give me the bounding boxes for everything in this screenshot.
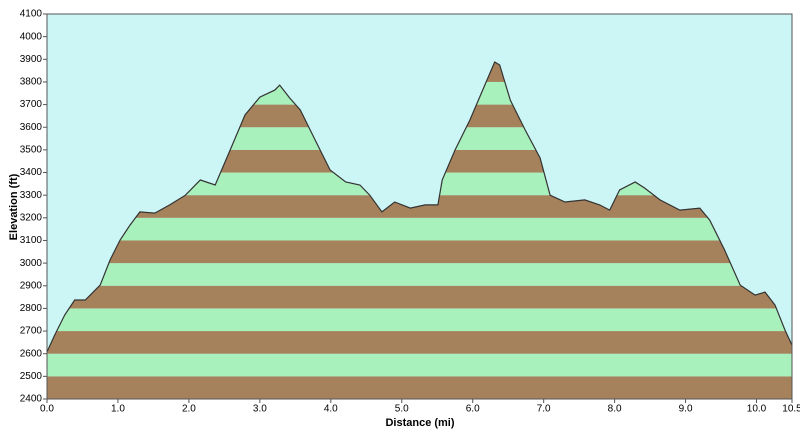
elevation-band	[47, 353, 792, 377]
x-axis-title: Distance (mi)	[385, 417, 454, 429]
plot-frame	[46, 13, 793, 400]
y-tick-label: 3600	[20, 122, 43, 133]
y-tick-label: 2500	[20, 371, 43, 382]
x-tick-label: 1.0	[111, 404, 125, 415]
y-tick-label: 3200	[20, 212, 43, 223]
elevation-band	[47, 308, 792, 332]
elevation-band	[47, 331, 792, 354]
y-tick-label: 3500	[20, 145, 43, 156]
x-tick-label: 10.0	[747, 404, 767, 415]
y-tick-label: 3700	[20, 99, 43, 110]
y-tick-label: 3900	[20, 54, 43, 65]
y-tick-label: 3000	[20, 258, 43, 269]
y-tick-label: 2700	[20, 326, 43, 337]
x-tick-label: 3.0	[253, 404, 267, 415]
y-axis-title: Elevation (ft)	[8, 173, 20, 240]
elevation-band	[47, 376, 792, 399]
elevation-band	[47, 217, 792, 241]
x-tick-label: 7.0	[537, 404, 551, 415]
x-tick-label: 4.0	[324, 404, 338, 415]
elevation-band	[47, 240, 792, 264]
x-tick-label: 10.5	[782, 404, 800, 415]
y-tick-label: 4000	[20, 31, 43, 42]
y-tick-label: 3400	[20, 167, 43, 178]
x-tick-label: 0.0	[40, 404, 54, 415]
elevation-band	[47, 285, 792, 309]
x-tick-label: 8.0	[608, 404, 622, 415]
x-tick-label: 6.0	[466, 404, 480, 415]
elevation-line	[46, 61, 793, 353]
y-tick-label: 3800	[20, 77, 43, 88]
y-tick-label: 2800	[20, 303, 43, 314]
y-tick-label: 2600	[20, 348, 43, 359]
y-tick-label: 3300	[20, 190, 43, 201]
x-tick-label: 5.0	[395, 404, 409, 415]
x-tick-label: 2.0	[182, 404, 196, 415]
elevation-band	[47, 263, 792, 286]
y-tick-label: 2400	[20, 394, 43, 405]
y-tick-label: 3100	[20, 235, 43, 246]
x-tick-label: 9.0	[679, 404, 693, 415]
y-tick-label: 4100	[20, 9, 43, 20]
y-tick-label: 2900	[20, 280, 43, 291]
